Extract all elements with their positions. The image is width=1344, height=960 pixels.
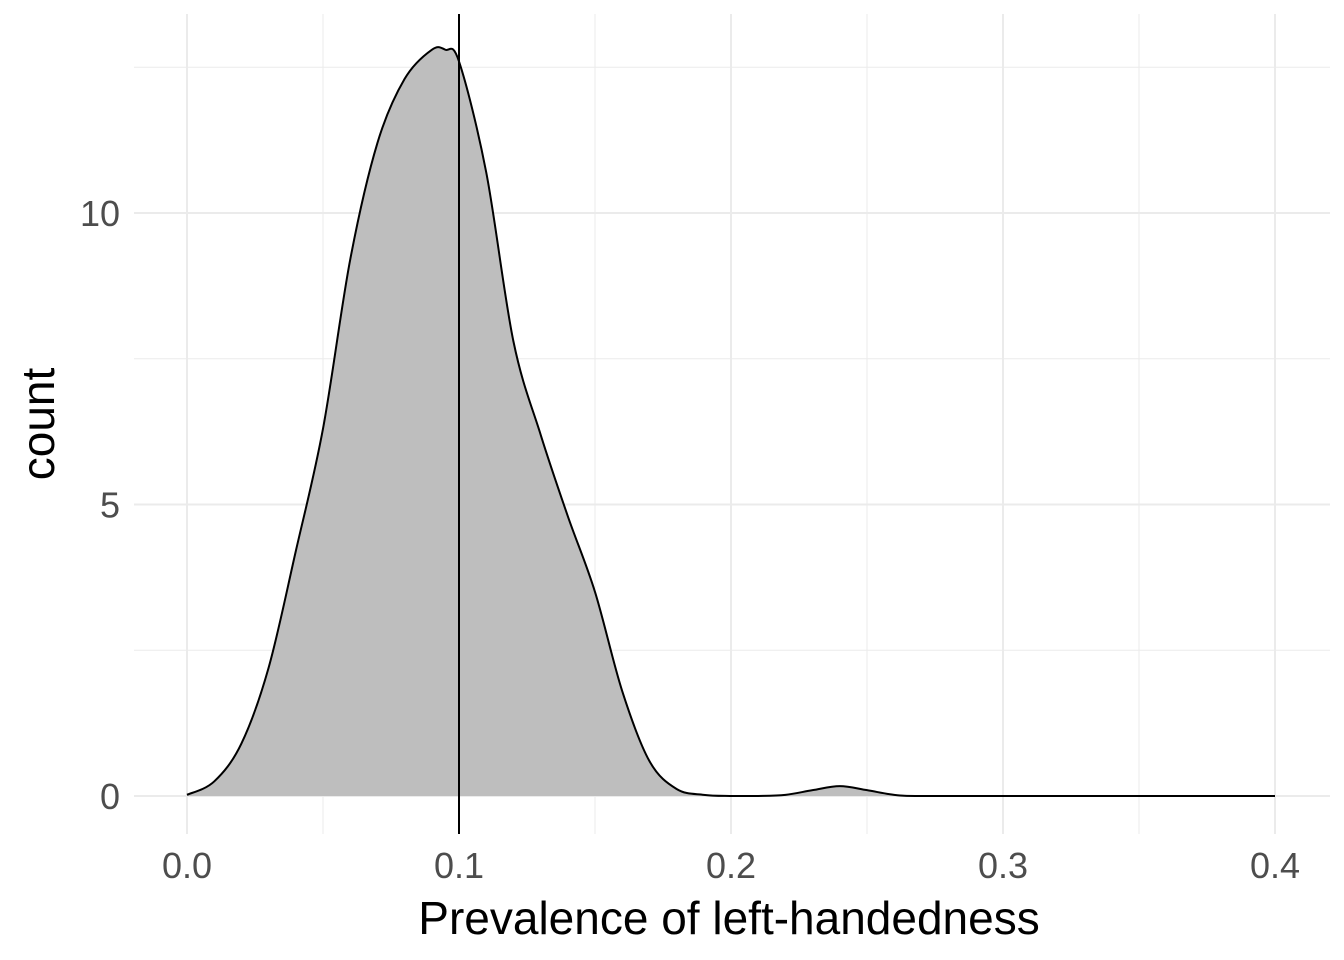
y-axis: 0 5 10 (80, 193, 120, 817)
x-tick-label: 0.2 (706, 845, 756, 886)
y-tick-label: 0 (100, 776, 120, 817)
x-tick-label: 0.1 (434, 845, 484, 886)
plot-area (186, 14, 1275, 834)
x-tick-label: 0.4 (1250, 845, 1300, 886)
x-axis: 0.0 0.1 0.2 0.3 0.4 (162, 845, 1300, 886)
x-tick-label: 0.3 (978, 845, 1028, 886)
y-tick-label: 10 (80, 193, 120, 234)
y-tick-label: 5 (100, 485, 120, 526)
density-line (186, 46, 1275, 798)
x-tick-label: 0.0 (162, 845, 212, 886)
y-axis-title: count (12, 368, 64, 481)
x-axis-title: Prevalence of left-handedness (418, 892, 1039, 944)
